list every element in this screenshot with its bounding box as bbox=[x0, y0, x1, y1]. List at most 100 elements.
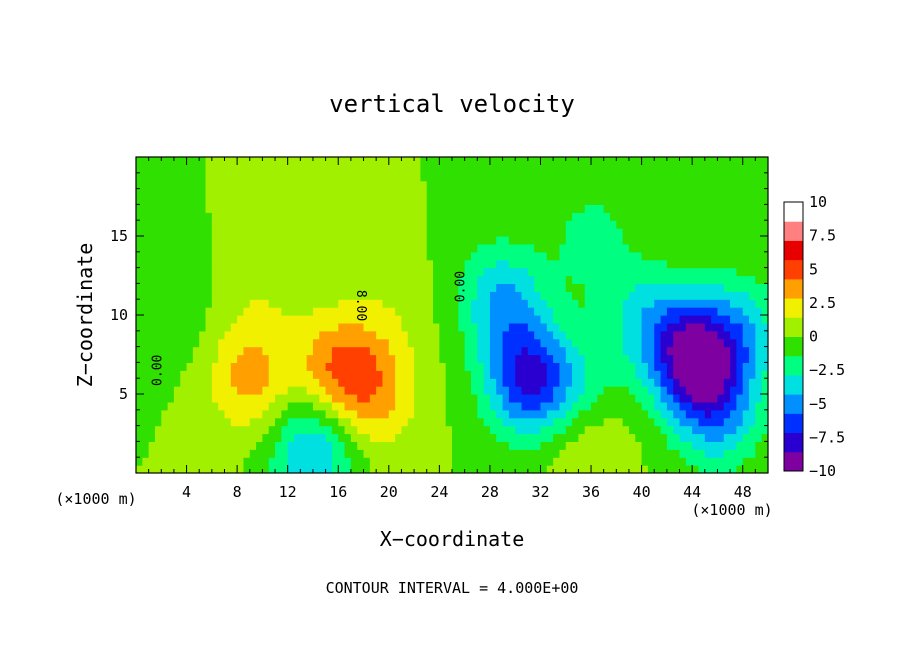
heatmap-cell bbox=[641, 378, 649, 387]
heatmap-cell bbox=[742, 315, 750, 324]
heatmap-cell bbox=[761, 267, 768, 277]
heatmap-cell bbox=[483, 409, 491, 419]
heatmap-cell bbox=[749, 433, 756, 442]
heatmap-cell bbox=[622, 164, 630, 174]
heatmap-cell bbox=[452, 417, 459, 427]
heatmap-cell bbox=[148, 338, 156, 348]
heatmap-cell bbox=[319, 251, 327, 261]
heatmap-cell bbox=[287, 188, 295, 198]
heatmap-cell bbox=[199, 338, 207, 348]
heatmap-cell bbox=[388, 228, 396, 237]
heatmap-cell bbox=[477, 307, 485, 316]
heatmap-cell bbox=[692, 291, 700, 300]
heatmap-cell bbox=[350, 378, 358, 387]
heatmap-cell bbox=[673, 188, 681, 198]
heatmap-cell bbox=[420, 417, 428, 427]
heatmap-cell bbox=[546, 259, 554, 269]
heatmap-cell bbox=[704, 228, 712, 237]
heatmap-cell bbox=[382, 283, 390, 292]
heatmap-cell bbox=[610, 164, 617, 174]
heatmap-cell bbox=[546, 315, 554, 324]
heatmap-cell bbox=[445, 457, 453, 466]
heatmap-cell bbox=[363, 283, 371, 292]
heatmap-cell bbox=[369, 386, 377, 395]
heatmap-cell bbox=[142, 362, 150, 371]
heatmap-cell bbox=[591, 315, 598, 324]
heatmap-cell bbox=[369, 330, 377, 340]
heatmap-cell bbox=[572, 322, 579, 332]
heatmap-cell bbox=[698, 275, 706, 284]
heatmap-cell bbox=[540, 291, 548, 300]
heatmap-cell bbox=[167, 164, 175, 174]
heatmap-cell bbox=[154, 315, 162, 324]
heatmap-cell bbox=[319, 267, 327, 277]
heatmap-cell bbox=[161, 346, 169, 356]
heatmap-cell bbox=[654, 251, 662, 261]
heatmap-cell bbox=[388, 204, 396, 213]
heatmap-cell bbox=[230, 243, 238, 253]
heatmap-cell bbox=[628, 449, 636, 458]
heatmap-cell bbox=[704, 457, 712, 466]
heatmap-cell bbox=[331, 354, 339, 363]
heatmap-cell bbox=[262, 299, 270, 308]
heatmap-cell bbox=[603, 457, 611, 466]
heatmap-cell bbox=[287, 291, 295, 300]
heatmap-cell bbox=[584, 236, 592, 245]
heatmap-cell bbox=[736, 433, 744, 442]
heatmap-cell bbox=[357, 204, 365, 213]
heatmap-cell bbox=[591, 401, 598, 411]
heatmap-cell bbox=[508, 164, 516, 174]
heatmap-cell bbox=[136, 157, 143, 166]
heatmap-cell bbox=[205, 291, 213, 300]
heatmap-cell bbox=[496, 157, 504, 166]
heatmap-cell bbox=[224, 204, 232, 213]
heatmap-cell bbox=[502, 180, 510, 190]
heatmap-cell bbox=[186, 164, 194, 174]
heatmap-cell bbox=[350, 180, 358, 190]
heatmap-cell bbox=[224, 291, 232, 300]
heatmap-cell bbox=[730, 172, 737, 182]
heatmap-cell bbox=[319, 283, 327, 292]
heatmap-cell bbox=[281, 259, 289, 269]
heatmap-cell bbox=[180, 164, 188, 174]
heatmap-cell bbox=[483, 338, 491, 348]
heatmap-cell bbox=[666, 394, 674, 403]
heatmap-cell bbox=[647, 378, 655, 387]
heatmap-cell bbox=[685, 433, 693, 442]
heatmap-cell bbox=[483, 172, 491, 182]
heatmap-cell bbox=[666, 417, 674, 427]
heatmap-cell bbox=[256, 315, 263, 324]
heatmap-cell bbox=[363, 228, 371, 237]
heatmap-cell bbox=[256, 322, 263, 332]
heatmap-cell bbox=[692, 465, 700, 473]
heatmap-cell bbox=[685, 465, 693, 473]
heatmap-cell bbox=[597, 307, 605, 316]
heatmap-cell bbox=[628, 370, 636, 379]
heatmap-cell bbox=[401, 338, 409, 348]
heatmap-cell bbox=[610, 180, 617, 190]
heatmap-cell bbox=[483, 251, 491, 261]
heatmap-cell bbox=[458, 417, 466, 427]
heatmap-cell bbox=[521, 338, 529, 348]
heatmap-cell bbox=[755, 267, 763, 277]
heatmap-cell bbox=[711, 228, 719, 237]
heatmap-cell bbox=[464, 164, 472, 174]
heatmap-cell bbox=[641, 188, 649, 198]
heatmap-cell bbox=[192, 378, 200, 387]
heatmap-cell bbox=[312, 378, 320, 387]
heatmap-cell bbox=[199, 307, 207, 316]
heatmap-cell bbox=[572, 457, 579, 466]
heatmap-cell bbox=[603, 441, 611, 450]
heatmap-cell bbox=[287, 338, 295, 348]
heatmap-cell bbox=[395, 346, 403, 356]
x-axis: 4 8 12 16 20 24 28 32 36 40 44 48 bbox=[148, 157, 756, 501]
heatmap-cell bbox=[268, 164, 276, 174]
heatmap-cell bbox=[553, 220, 561, 229]
heatmap-cell bbox=[540, 394, 548, 403]
heatmap-cell bbox=[338, 465, 346, 473]
heatmap-cell bbox=[363, 180, 371, 190]
heatmap-cell bbox=[395, 172, 403, 182]
heatmap-cell bbox=[439, 220, 447, 229]
heatmap-cell bbox=[136, 394, 143, 403]
heatmap-cell bbox=[439, 449, 447, 458]
